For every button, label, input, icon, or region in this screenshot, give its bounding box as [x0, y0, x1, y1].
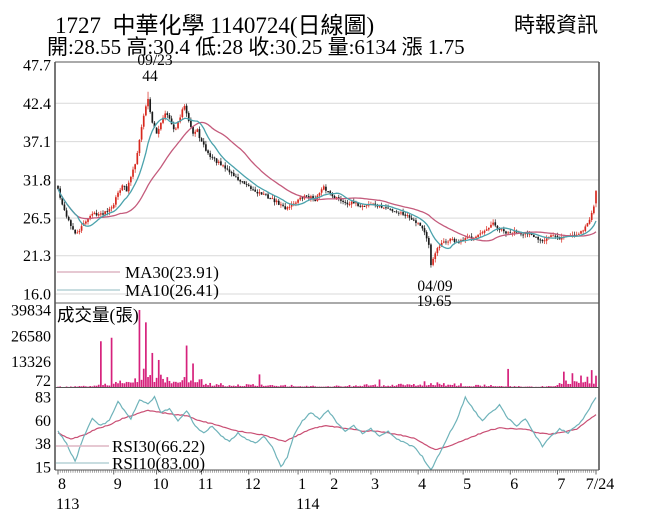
x-axis	[57, 470, 597, 475]
rsi-axis-tick: 83	[35, 390, 51, 407]
price-axis-tick: 21.3	[23, 248, 51, 265]
quote-line: 開:28.55 高:30.4 低:28 收:30.25 量:6134 漲 1.7…	[47, 35, 465, 59]
volume-axis-tick: 26580	[11, 328, 51, 345]
rsi30-line	[57, 409, 597, 451]
price-axis-tick: 47.7	[23, 58, 51, 75]
month-label: 6	[510, 476, 518, 493]
rsi-axis-tick: 38	[35, 436, 51, 453]
panel-frame	[54, 61, 600, 471]
month-label: 8	[58, 476, 66, 493]
month-label: 7	[557, 476, 565, 493]
trough-annotation-value: 19.65	[417, 293, 452, 310]
month-label: 1	[298, 476, 306, 493]
price-gridlines	[55, 102, 599, 295]
ma10-legend-label: MA10(26.41)	[125, 281, 219, 300]
rsi10-line	[57, 395, 597, 471]
volume-axis-tick: 39834	[11, 303, 51, 320]
volume-panel-label: 成交量(張)	[57, 305, 139, 325]
volume-axis-tick: 72	[35, 373, 51, 390]
price-axis-tick: 31.8	[23, 172, 51, 189]
month-label: 12	[245, 476, 261, 493]
peak-annotation-value: 44	[142, 68, 158, 85]
month-label: 4	[418, 476, 426, 493]
ma30-legend-label: MA30(23.91)	[125, 263, 219, 282]
month-label: 11	[198, 476, 213, 493]
candlesticks	[57, 91, 597, 268]
ma30-line	[57, 121, 597, 242]
year-label: 114	[296, 496, 319, 513]
price-axis-tick: 26.5	[23, 211, 51, 228]
chart-title: 1727 中華化學 1140724(日線圖)	[55, 13, 375, 38]
volume-axis-tick: 13326	[11, 354, 51, 371]
rsi10-legend-label: RSI10(83.00)	[112, 454, 205, 473]
rsi-axis-tick: 60	[35, 413, 51, 430]
price-axis-tick: 16.0	[23, 287, 51, 304]
year-label: 113	[56, 496, 79, 513]
price-axis-tick: 37.1	[23, 134, 51, 151]
price-axis-tick: 42.4	[23, 96, 51, 113]
source-label: 時報資訊	[514, 13, 598, 37]
peak-annotation-date: 09/23	[137, 52, 173, 69]
month-label: 3	[371, 476, 379, 493]
month-label: 10	[153, 476, 169, 493]
month-label: 7/24	[586, 476, 614, 493]
legend-swatches	[56, 271, 120, 464]
trough-annotation-date: 04/09	[417, 278, 453, 295]
month-label: 5	[463, 476, 471, 493]
rsi30-legend-label: RSI30(66.22)	[112, 437, 205, 456]
rsi-axis-tick: 15	[35, 460, 51, 477]
month-label: 9	[114, 476, 122, 493]
ma10-line	[57, 117, 597, 250]
month-label: 2	[330, 476, 338, 493]
